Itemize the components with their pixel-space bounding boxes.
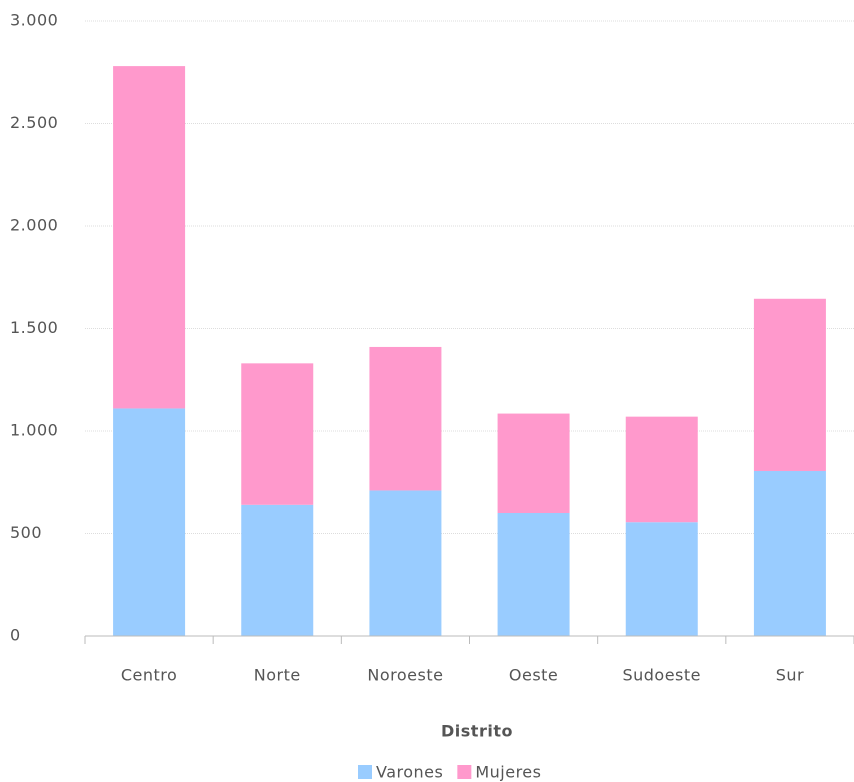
bar-segment [497,413,570,513]
legend-label: Varones [376,763,443,782]
x-tick-label: Noroeste [367,666,443,685]
bar-segment [369,490,442,636]
x-tick-label: Norte [254,666,301,685]
y-tick-label: 500 [10,523,42,542]
bar-segment [241,363,314,505]
bar-segment [113,66,186,409]
x-tick-label: Sudoeste [622,666,701,685]
bar-segment [753,298,826,471]
x-axis-title: Distrito [441,722,513,741]
x-tick-label: Sur [776,666,804,685]
y-tick-label: 2.000 [10,216,58,235]
y-tick-label: 1.000 [10,421,58,440]
x-tick-label: Oeste [509,666,558,685]
y-tick-label: 2.500 [10,113,58,132]
y-tick-label: 0 [10,626,21,645]
bar-segment [625,522,698,636]
bar-segment [369,346,442,491]
y-tick-label: 1.500 [10,318,58,337]
bar-segment [753,470,826,636]
bar-segment [625,416,698,523]
legend-swatch [358,765,372,779]
bar-segment [113,408,186,636]
x-tick-label: Centro [121,666,177,685]
legend-label: Mujeres [475,763,541,782]
y-tick-label: 3.000 [10,11,58,30]
bar-segment [241,504,314,636]
legend-swatch [457,765,472,779]
bar-segment [497,513,570,636]
